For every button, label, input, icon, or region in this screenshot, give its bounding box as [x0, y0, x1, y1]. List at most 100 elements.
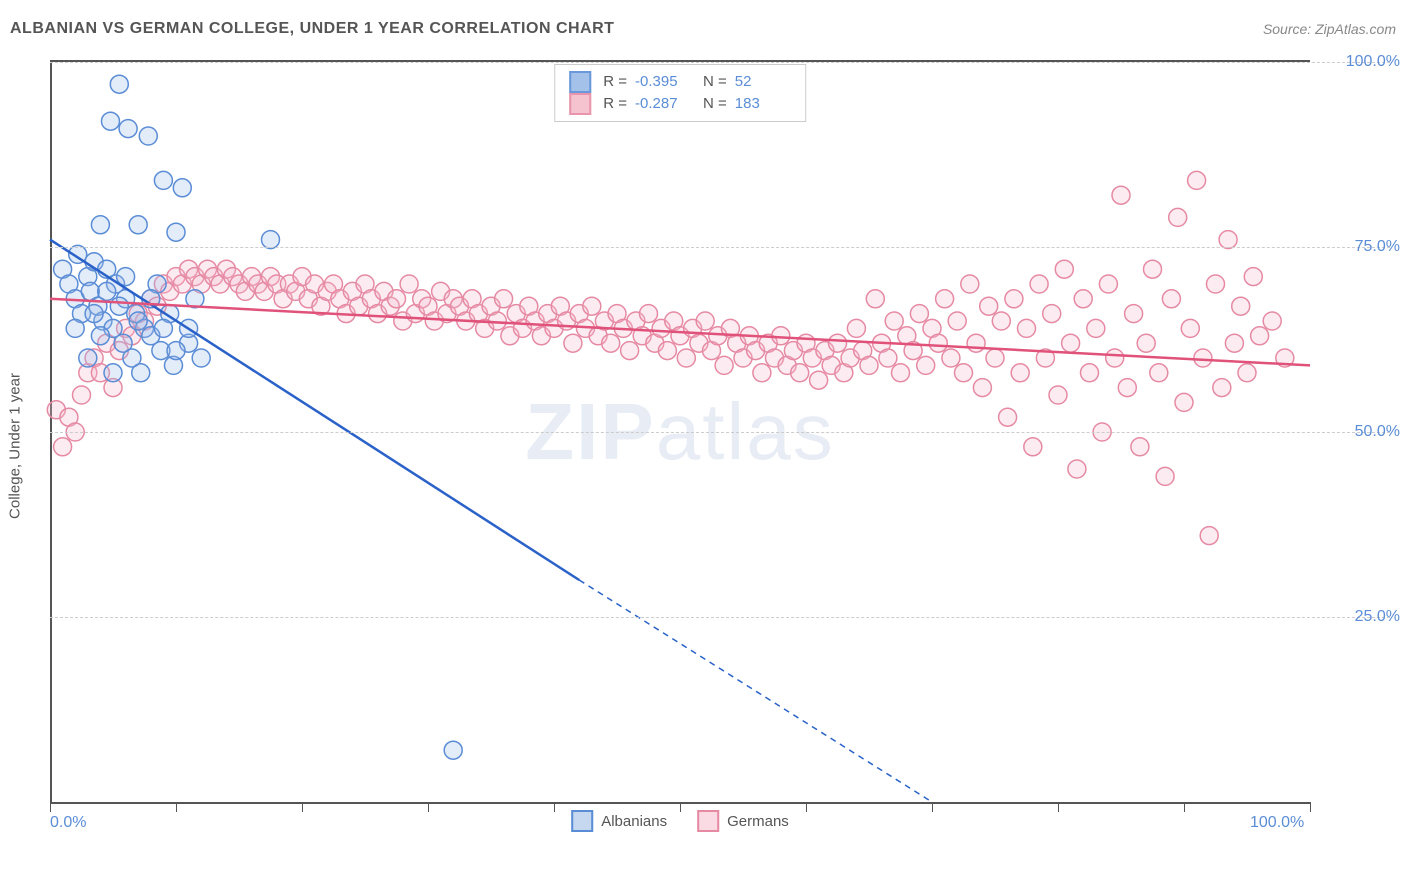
- scatter-point: [154, 319, 172, 337]
- scatter-point: [847, 319, 865, 337]
- y-tick-label: 50.0%: [1320, 423, 1400, 441]
- scatter-point: [1251, 327, 1269, 345]
- y-axis-label: College, Under 1 year: [7, 373, 24, 519]
- x-tick: [1310, 802, 1311, 812]
- scatter-point: [677, 349, 695, 367]
- scatter-point: [1137, 334, 1155, 352]
- scatter-point: [948, 312, 966, 330]
- scatter-point: [110, 297, 128, 315]
- gridline: [50, 617, 1390, 618]
- x-tick: [680, 802, 681, 812]
- scatter-point: [1263, 312, 1281, 330]
- legend-item: Germans: [697, 810, 789, 832]
- scatter-point: [129, 312, 147, 330]
- scatter-point: [1087, 319, 1105, 337]
- x-tick: [1184, 802, 1185, 812]
- x-tick: [554, 802, 555, 812]
- scatter-point: [885, 312, 903, 330]
- scatter-point: [583, 297, 601, 315]
- scatter-point: [495, 290, 513, 308]
- scatter-point: [810, 371, 828, 389]
- scatter-point: [791, 364, 809, 382]
- scatter-point: [1225, 334, 1243, 352]
- x-tick-label: 0.0%: [50, 814, 86, 832]
- scatter-point: [1156, 467, 1174, 485]
- scatter-point: [936, 290, 954, 308]
- scatter-point: [1106, 349, 1124, 367]
- scatter-point: [132, 364, 150, 382]
- gridline: [50, 432, 1390, 433]
- scatter-point: [91, 327, 109, 345]
- scatter-point: [1081, 364, 1099, 382]
- legend-row-albanians: R =-0.395 N =52: [569, 71, 791, 93]
- scatter-point: [1194, 349, 1212, 367]
- scatter-point: [1030, 275, 1048, 293]
- scatter-point: [119, 120, 137, 138]
- scatter-point: [1238, 364, 1256, 382]
- x-tick: [1058, 802, 1059, 812]
- scatter-point: [1144, 260, 1162, 278]
- scatter-point: [388, 290, 406, 308]
- scatter-point: [1043, 305, 1061, 323]
- scatter-point: [154, 171, 172, 189]
- scatter-point: [1118, 379, 1136, 397]
- scatter-point: [104, 364, 122, 382]
- scatter-point: [1099, 275, 1117, 293]
- swatch-icon: [569, 71, 591, 93]
- scatter-point: [696, 312, 714, 330]
- scatter-point: [621, 342, 639, 360]
- scatter-point: [1169, 208, 1187, 226]
- scatter-point: [1162, 290, 1180, 308]
- scatter-point: [54, 438, 72, 456]
- correlation-legend: R =-0.395 N =52 R =-0.287 N =183: [554, 64, 806, 122]
- scatter-point: [1049, 386, 1067, 404]
- y-tick-label: 25.0%: [1320, 608, 1400, 626]
- x-tick: [50, 802, 51, 812]
- scatter-point: [1181, 319, 1199, 337]
- scatter-point: [1175, 393, 1193, 411]
- scatter-point: [929, 334, 947, 352]
- chart-title: ALBANIAN VS GERMAN COLLEGE, UNDER 1 YEAR…: [10, 20, 614, 38]
- scatter-point: [1232, 297, 1250, 315]
- scatter-point: [602, 334, 620, 352]
- scatter-point: [992, 312, 1010, 330]
- gridline: [50, 247, 1390, 248]
- scatter-point: [1062, 334, 1080, 352]
- scatter-point: [101, 112, 119, 130]
- scatter-point: [1024, 438, 1042, 456]
- scatter-point: [658, 342, 676, 360]
- scatter-point: [879, 349, 897, 367]
- legend-label: Germans: [727, 813, 789, 830]
- scatter-point: [1219, 231, 1237, 249]
- scatter-point: [167, 342, 185, 360]
- scatter-point: [980, 297, 998, 315]
- scatter-point: [91, 216, 109, 234]
- scatter-point: [1207, 275, 1225, 293]
- x-tick-label: 100.0%: [1250, 814, 1304, 832]
- x-tick: [806, 802, 807, 812]
- scatter-point: [98, 282, 116, 300]
- scatter-point: [967, 334, 985, 352]
- y-tick-label: 75.0%: [1320, 238, 1400, 256]
- scatter-point: [1068, 460, 1086, 478]
- chart-area: ZIPatlas R =-0.395 N =52 R =-0.287 N =18…: [50, 60, 1310, 804]
- x-tick: [428, 802, 429, 812]
- scatter-point: [1011, 364, 1029, 382]
- x-tick: [932, 802, 933, 812]
- scatter-point: [85, 305, 103, 323]
- swatch-icon: [569, 93, 591, 115]
- scatter-point: [110, 75, 128, 93]
- trend-line-extrapolated: [579, 580, 932, 802]
- scatter-point: [892, 364, 910, 382]
- scatter-point: [917, 356, 935, 374]
- legend-label: Albanians: [601, 813, 667, 830]
- legend-row-germans: R =-0.287 N =183: [569, 93, 791, 115]
- scatter-point: [986, 349, 1004, 367]
- scatter-point: [860, 356, 878, 374]
- series-legend: Albanians Germans: [571, 810, 789, 832]
- scatter-point: [942, 349, 960, 367]
- scatter-point: [866, 290, 884, 308]
- scatter-point: [1125, 305, 1143, 323]
- y-tick-label: 100.0%: [1320, 53, 1400, 71]
- x-tick: [176, 802, 177, 812]
